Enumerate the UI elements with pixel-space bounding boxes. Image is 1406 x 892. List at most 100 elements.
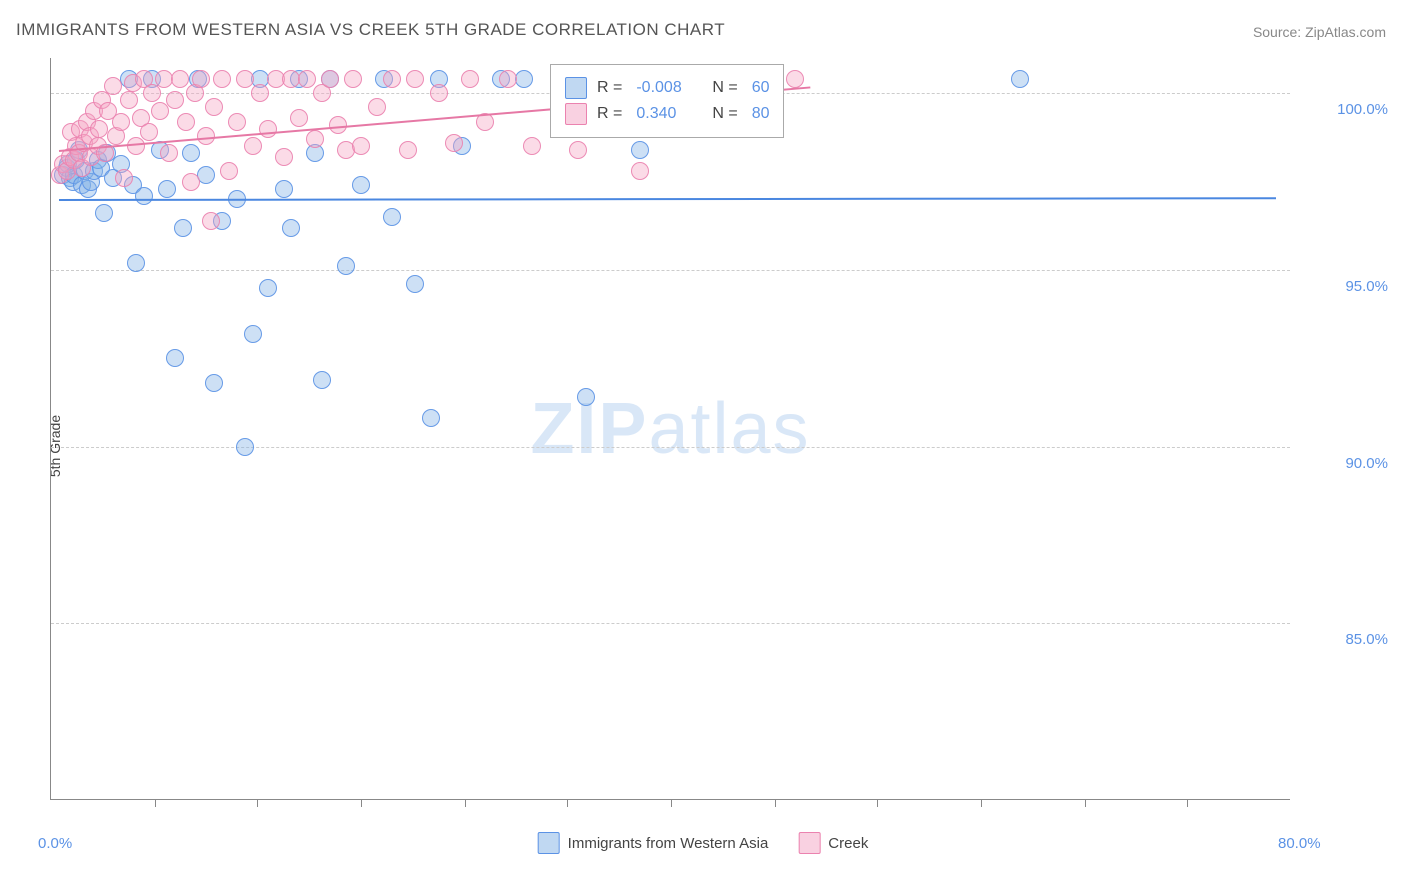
scatter-point xyxy=(171,70,189,88)
scatter-point xyxy=(461,70,479,88)
scatter-point xyxy=(135,187,153,205)
scatter-point xyxy=(445,134,463,152)
legend-item: Immigrants from Western Asia xyxy=(538,832,769,854)
scatter-point xyxy=(282,219,300,237)
n-label: N = xyxy=(712,79,737,97)
gridline-h xyxy=(51,623,1290,624)
scatter-point xyxy=(90,120,108,138)
scatter-point xyxy=(344,70,362,88)
n-value: 60 xyxy=(752,79,770,97)
n-label: N = xyxy=(712,105,737,123)
plot-area: ZIPatlas xyxy=(50,58,1290,800)
scatter-point xyxy=(259,120,277,138)
legend-item: Creek xyxy=(798,832,868,854)
scatter-point xyxy=(290,109,308,127)
scatter-point xyxy=(577,388,595,406)
scatter-point xyxy=(631,141,649,159)
series-legend: Immigrants from Western Asia Creek xyxy=(538,832,869,854)
stats-legend-row: R = -0.008 N = 60 xyxy=(565,77,769,99)
legend-swatch xyxy=(538,832,560,854)
scatter-point xyxy=(523,137,541,155)
scatter-point xyxy=(244,325,262,343)
scatter-point xyxy=(236,438,254,456)
scatter-point xyxy=(275,180,293,198)
scatter-point xyxy=(306,130,324,148)
scatter-point xyxy=(251,84,269,102)
scatter-point xyxy=(631,162,649,180)
scatter-point xyxy=(399,141,417,159)
legend-swatch xyxy=(565,103,587,125)
n-value: 80 xyxy=(752,105,770,123)
scatter-point xyxy=(352,176,370,194)
scatter-point xyxy=(166,91,184,109)
scatter-point xyxy=(383,208,401,226)
scatter-point xyxy=(174,219,192,237)
x-tick-mark xyxy=(567,799,568,807)
scatter-point xyxy=(205,374,223,392)
stats-legend: R =-0.008N =60R =0.340N =80 xyxy=(550,64,784,138)
y-tick-label: 85.0% xyxy=(1345,631,1388,648)
scatter-point xyxy=(120,91,138,109)
stats-legend-row: R =0.340N =80 xyxy=(565,103,769,125)
watermark-light: atlas xyxy=(648,389,810,469)
scatter-point xyxy=(95,204,113,222)
scatter-point xyxy=(313,371,331,389)
scatter-point xyxy=(569,141,587,159)
scatter-point xyxy=(406,70,424,88)
scatter-point xyxy=(192,70,210,88)
scatter-point xyxy=(321,70,339,88)
gridline-h xyxy=(51,270,1290,271)
scatter-point xyxy=(298,70,316,88)
scatter-point xyxy=(406,275,424,293)
legend-swatch xyxy=(798,832,820,854)
scatter-point xyxy=(337,257,355,275)
scatter-point xyxy=(127,254,145,272)
scatter-point xyxy=(202,212,220,230)
scatter-point xyxy=(177,113,195,131)
scatter-point xyxy=(352,137,370,155)
scatter-point xyxy=(197,166,215,184)
x-tick-mark xyxy=(1187,799,1188,807)
scatter-point xyxy=(228,113,246,131)
legend-swatch xyxy=(565,77,587,99)
scatter-point xyxy=(220,162,238,180)
x-tick-mark xyxy=(155,799,156,807)
scatter-point xyxy=(182,144,200,162)
x-tick-mark xyxy=(981,799,982,807)
y-tick-label: 100.0% xyxy=(1337,101,1388,118)
scatter-point xyxy=(143,84,161,102)
scatter-point xyxy=(205,98,223,116)
scatter-point xyxy=(244,137,262,155)
scatter-point xyxy=(368,98,386,116)
scatter-point xyxy=(160,144,178,162)
scatter-point xyxy=(515,70,533,88)
watermark: ZIPatlas xyxy=(530,388,810,470)
scatter-point xyxy=(430,84,448,102)
scatter-point xyxy=(197,127,215,145)
scatter-point xyxy=(499,70,517,88)
scatter-point xyxy=(259,279,277,297)
scatter-point xyxy=(158,180,176,198)
r-label: R = xyxy=(597,79,622,97)
x-tick-mark xyxy=(361,799,362,807)
scatter-point xyxy=(182,173,200,191)
scatter-point xyxy=(166,349,184,367)
x-tick-mark xyxy=(1085,799,1086,807)
scatter-point xyxy=(213,70,231,88)
y-tick-label: 95.0% xyxy=(1345,278,1388,295)
scatter-point xyxy=(1011,70,1029,88)
scatter-point xyxy=(112,113,130,131)
scatter-point xyxy=(383,70,401,88)
scatter-point xyxy=(275,148,293,166)
r-value: -0.008 xyxy=(636,79,692,97)
scatter-point xyxy=(127,137,145,155)
scatter-point xyxy=(104,77,122,95)
x-tick-mark xyxy=(877,799,878,807)
x-tick-mark xyxy=(671,799,672,807)
x-tick-mark xyxy=(775,799,776,807)
legend-label: Immigrants from Western Asia xyxy=(568,835,769,852)
x-tick-mark xyxy=(465,799,466,807)
r-label: R = xyxy=(597,105,622,123)
scatter-point xyxy=(236,70,254,88)
scatter-point xyxy=(786,70,804,88)
